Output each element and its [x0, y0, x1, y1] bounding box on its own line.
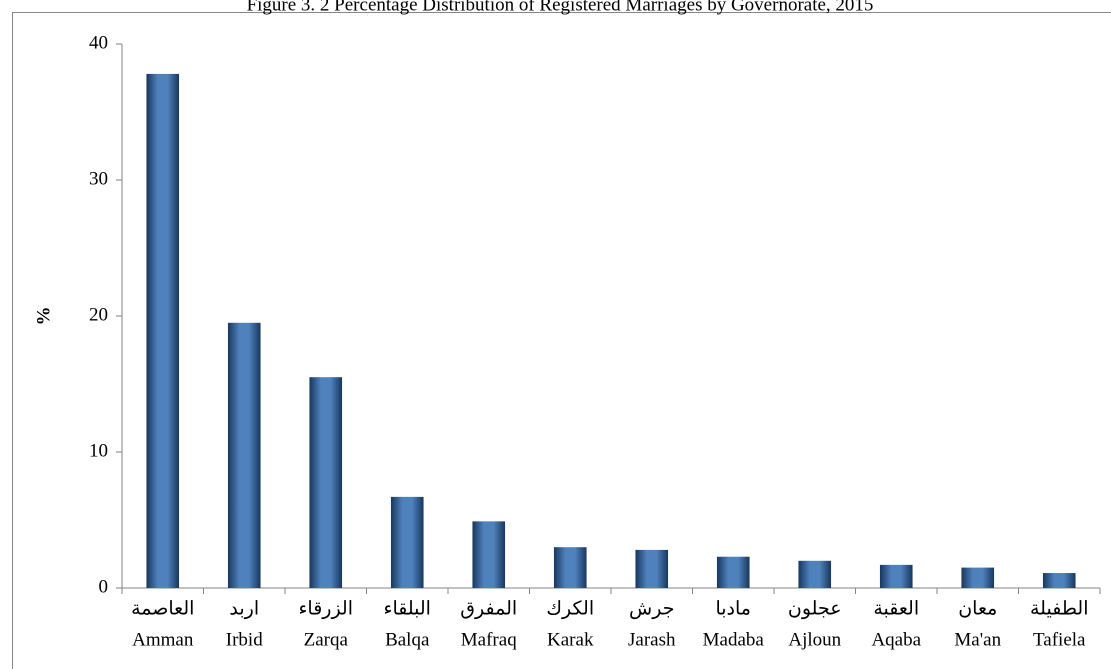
x-tick-label-arabic: الطفيلة — [1030, 598, 1088, 619]
x-tick-label-arabic: العقبة — [873, 598, 919, 619]
bar — [227, 322, 261, 588]
bar — [390, 496, 424, 588]
x-tick-label-arabic: معان — [958, 598, 997, 619]
bar — [961, 567, 995, 588]
bar — [879, 564, 913, 588]
bar — [635, 549, 669, 588]
y-tick-label: 30 — [89, 168, 108, 189]
x-tick-label: Ma'an — [954, 629, 1001, 650]
y-axis-label: % — [33, 307, 54, 326]
y-tick-label: 40 — [89, 32, 108, 53]
chart-frame — [12, 12, 1111, 669]
x-tick-label: Balqa — [385, 629, 430, 650]
x-tick-label-arabic: المفرق — [460, 598, 517, 619]
x-tick-label-arabic: مادبا — [715, 598, 751, 619]
bar — [309, 377, 343, 588]
x-tick-label: Jarash — [628, 629, 676, 650]
x-tick-label-arabic: اربد — [229, 598, 259, 619]
bar — [146, 73, 180, 589]
bar — [716, 556, 750, 588]
y-tick-label: 10 — [89, 440, 108, 461]
bar — [1042, 573, 1076, 588]
chart-title: Figure 3. 2 Percentage Distribution of R… — [247, 0, 874, 15]
x-tick-label-arabic: البلقاء — [384, 598, 431, 619]
y-tick-label: 20 — [89, 304, 108, 325]
x-tick-label: Zarqa — [304, 629, 349, 650]
x-tick-label-arabic: الكرك — [546, 598, 594, 619]
x-tick-label-arabic: العاصمة — [131, 598, 194, 619]
x-tick-label: Aqaba — [871, 629, 921, 650]
x-tick-label: Amman — [132, 629, 194, 650]
bar — [472, 521, 506, 588]
bar — [553, 547, 587, 588]
x-tick-label: Tafiela — [1033, 629, 1086, 650]
y-tick-label: 0 — [99, 576, 109, 597]
x-tick-label-arabic: عجلون — [788, 598, 842, 619]
bar — [798, 560, 832, 588]
x-tick-label: Karak — [547, 629, 594, 650]
x-tick-label: Mafraq — [461, 629, 517, 650]
x-tick-label-arabic: الزرقاء — [298, 598, 353, 619]
x-tick-label: Madaba — [703, 629, 765, 650]
x-tick-label-arabic: جرش — [629, 598, 674, 619]
x-tick-label: Irbid — [226, 629, 263, 650]
x-tick-label: Ajloun — [788, 629, 841, 650]
